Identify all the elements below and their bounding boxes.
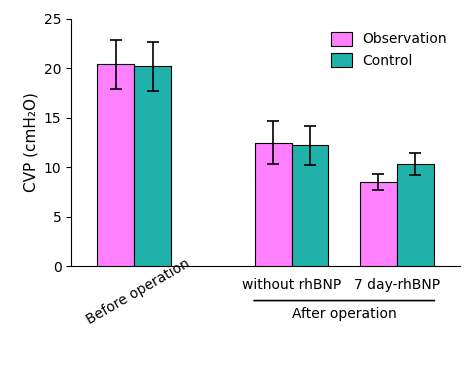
Bar — [360, 182, 397, 266]
Text: 7 day-rhBNP: 7 day-rhBNP — [354, 278, 440, 292]
Y-axis label: CVP (cmH₂O): CVP (cmH₂O) — [23, 93, 38, 192]
Bar — [397, 164, 434, 266]
Text: After operation: After operation — [292, 307, 397, 320]
Text: Before operation: Before operation — [83, 256, 192, 327]
Text: without rhBNP: without rhBNP — [242, 278, 341, 292]
Bar — [292, 146, 328, 266]
Bar — [97, 65, 134, 266]
Legend: Observation, Control: Observation, Control — [325, 26, 453, 74]
Bar — [134, 66, 171, 266]
Bar — [255, 142, 292, 266]
